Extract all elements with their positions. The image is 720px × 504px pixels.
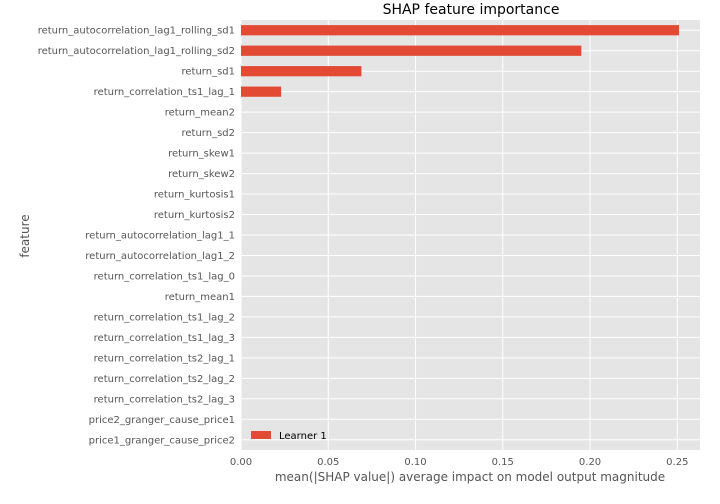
y-tick-label: return_kurtosis2	[154, 210, 235, 221]
x-tick-label: 0.15	[492, 457, 514, 468]
y-tick-label: return_correlation_ts2_lag_3	[94, 394, 235, 405]
bar-return_autocorrelation_lag1_rolling_sd1	[241, 25, 680, 36]
bars	[241, 25, 680, 97]
y-tick-label: return_correlation_ts1_lag_0	[94, 271, 235, 282]
bar-return_autocorrelation_lag1_rolling_sd2	[241, 45, 582, 56]
x-tick-label: 0.05	[317, 457, 339, 468]
y-tick-label: return_correlation_ts2_lag_1	[94, 353, 235, 364]
x-tick-label: 0.10	[404, 457, 426, 468]
y-tick-label: return_autocorrelation_lag1_rolling_sd2	[38, 46, 235, 57]
y-tick-label: return_correlation_ts1_lag_2	[94, 312, 235, 323]
y-tick-label: return_mean2	[165, 108, 235, 119]
y-axis-label: feature	[18, 214, 32, 257]
legend-label: Learner 1	[279, 431, 327, 442]
y-tick-label: return_skew1	[168, 149, 235, 160]
x-tick-label: 0.25	[666, 457, 688, 468]
y-tick-label: return_skew2	[168, 169, 235, 180]
legend-swatch	[251, 431, 271, 439]
x-tick-label: 0.20	[579, 457, 601, 468]
x-tick-label: 0.00	[230, 457, 252, 468]
y-tick-label: return_correlation_ts2_lag_2	[94, 374, 235, 385]
x-axis-label: mean(|SHAP value|) average impact on mod…	[275, 470, 665, 484]
x-tick-labels: 0.00 0.05 0.10 0.15 0.20 0.25	[230, 457, 689, 468]
y-tick-labels: return_autocorrelation_lag1_rolling_sd1r…	[38, 26, 235, 447]
y-tick-label: price1_granger_cause_price2	[89, 435, 235, 446]
y-tick-label: return_autocorrelation_lag1_rolling_sd1	[38, 26, 235, 37]
legend: Learner 1	[251, 431, 327, 442]
bar-return_sd1	[241, 66, 362, 77]
y-tick-label: return_correlation_ts1_lag_3	[94, 333, 235, 344]
y-tick-label: price2_granger_cause_price1	[89, 415, 235, 426]
y-tick-label: return_autocorrelation_lag1_2	[85, 251, 235, 262]
y-tick-label: return_sd2	[182, 128, 236, 139]
y-tick-label: return_mean1	[165, 292, 235, 303]
chart-title: SHAP feature importance	[383, 2, 560, 18]
y-tick-label: return_autocorrelation_lag1_1	[85, 231, 235, 242]
bar-return_correlation_ts1_lag_1	[241, 86, 282, 97]
y-tick-label: return_sd1	[182, 67, 236, 78]
y-tick-label: return_correlation_ts1_lag_1	[94, 87, 235, 98]
y-tick-label: return_kurtosis1	[154, 190, 235, 201]
